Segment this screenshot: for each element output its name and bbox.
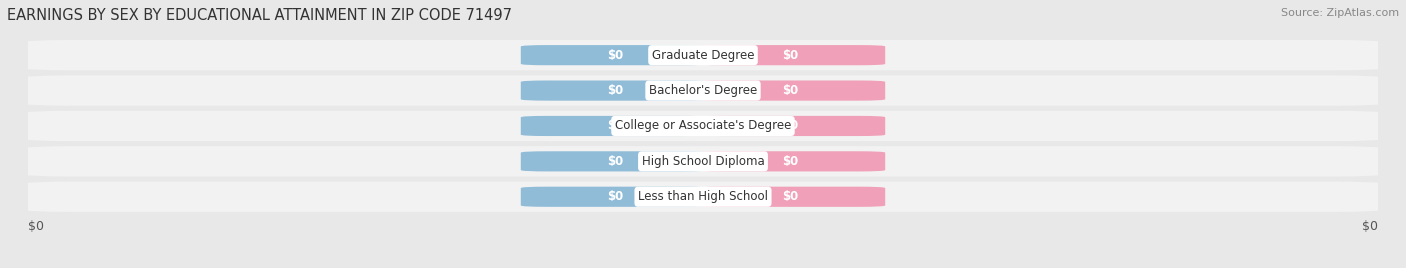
Text: $0: $0: [783, 120, 799, 132]
Text: $0: $0: [607, 155, 623, 168]
FancyBboxPatch shape: [21, 40, 1385, 70]
Text: EARNINGS BY SEX BY EDUCATIONAL ATTAINMENT IN ZIP CODE 71497: EARNINGS BY SEX BY EDUCATIONAL ATTAINMEN…: [7, 8, 512, 23]
Text: Graduate Degree: Graduate Degree: [652, 49, 754, 62]
FancyBboxPatch shape: [21, 111, 1385, 141]
Text: Less than High School: Less than High School: [638, 190, 768, 203]
FancyBboxPatch shape: [520, 45, 710, 65]
FancyBboxPatch shape: [696, 151, 886, 172]
Text: $0: $0: [1362, 220, 1378, 233]
FancyBboxPatch shape: [21, 146, 1385, 177]
FancyBboxPatch shape: [696, 45, 886, 65]
Text: $0: $0: [607, 49, 623, 62]
Text: $0: $0: [783, 190, 799, 203]
FancyBboxPatch shape: [696, 187, 886, 207]
Text: Bachelor's Degree: Bachelor's Degree: [650, 84, 756, 97]
Text: $0: $0: [607, 120, 623, 132]
FancyBboxPatch shape: [520, 80, 710, 101]
Text: $0: $0: [783, 49, 799, 62]
Text: $0: $0: [607, 84, 623, 97]
Text: $0: $0: [783, 155, 799, 168]
FancyBboxPatch shape: [21, 181, 1385, 212]
Text: Source: ZipAtlas.com: Source: ZipAtlas.com: [1281, 8, 1399, 18]
FancyBboxPatch shape: [696, 116, 886, 136]
Text: $0: $0: [28, 220, 44, 233]
Text: College or Associate's Degree: College or Associate's Degree: [614, 120, 792, 132]
FancyBboxPatch shape: [520, 187, 710, 207]
Text: High School Diploma: High School Diploma: [641, 155, 765, 168]
FancyBboxPatch shape: [520, 116, 710, 136]
Text: $0: $0: [783, 84, 799, 97]
Text: $0: $0: [607, 190, 623, 203]
FancyBboxPatch shape: [520, 151, 710, 172]
FancyBboxPatch shape: [696, 80, 886, 101]
FancyBboxPatch shape: [21, 75, 1385, 106]
